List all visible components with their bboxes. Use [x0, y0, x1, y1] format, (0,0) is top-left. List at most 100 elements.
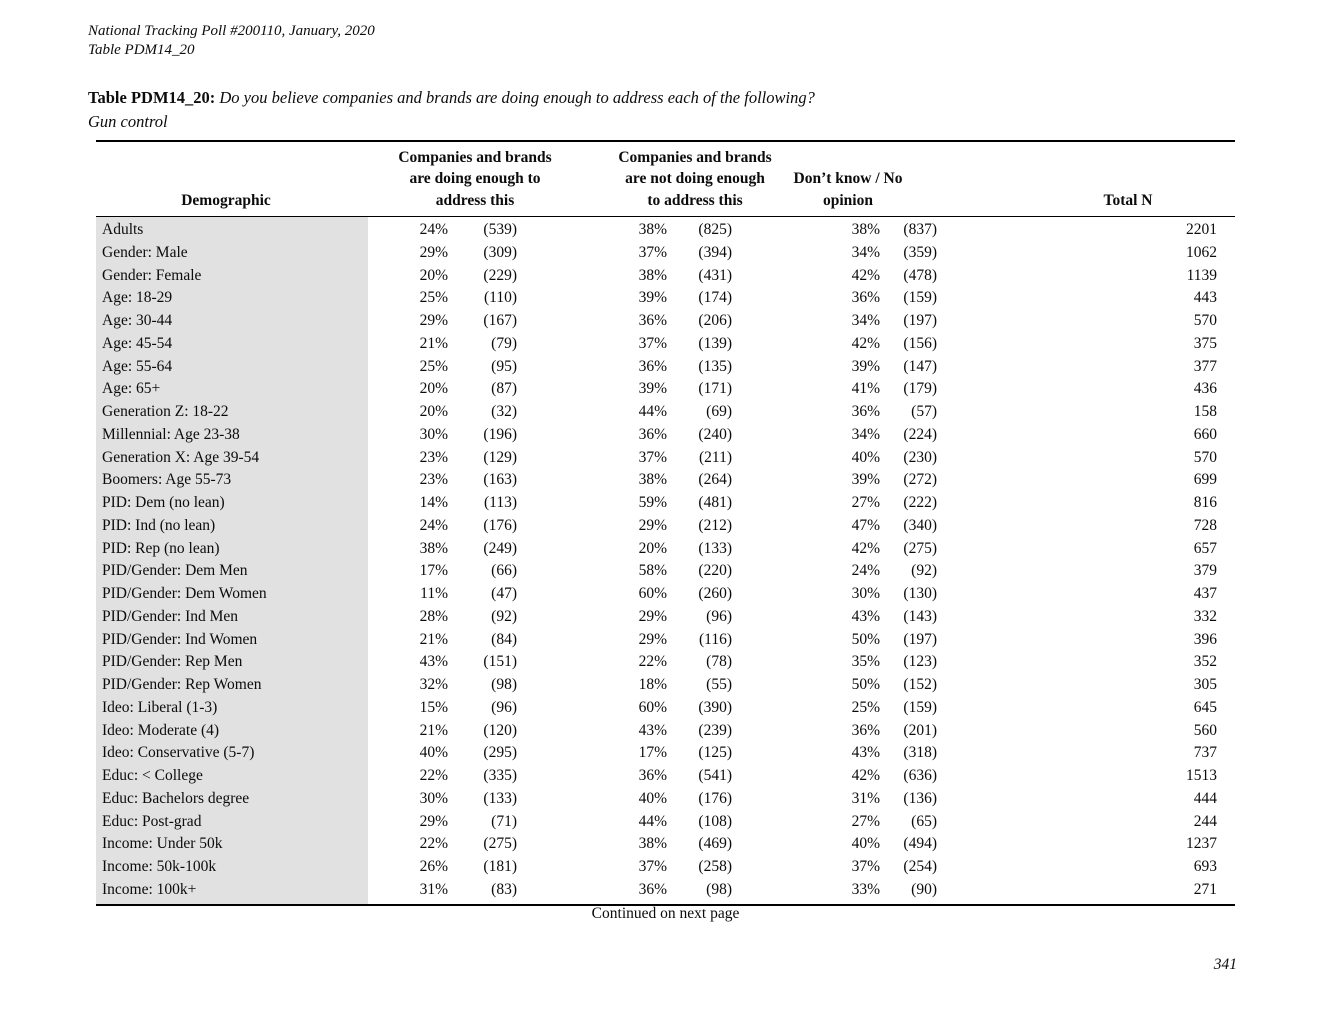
- cell-dont-know-pct: 38%: [851, 221, 880, 238]
- cell-demographic: Income: 100k+: [102, 880, 197, 898]
- cell-dont-know-pct: 42%: [851, 266, 880, 284]
- cell-dont-know-n: (156): [903, 334, 937, 352]
- table-title: Table PDM14_20: Do you believe companies…: [88, 88, 815, 108]
- cell-dont-know-n: (136): [903, 789, 937, 807]
- cell-dont-know-n: (57): [911, 403, 937, 420]
- column-header-demographic: Demographic: [181, 191, 271, 209]
- table-row: Ideo: Liberal (1-3) 15% (96) 60% (390) 2…: [96, 697, 1235, 720]
- cell-total-n: 693: [1193, 858, 1217, 875]
- cell-demographic: Age: 55-64: [102, 357, 173, 375]
- table-row: PID/Gender: Ind Women 21% (84) 29% (116)…: [96, 629, 1235, 652]
- cell-not-doing-enough-n: (239): [698, 721, 732, 739]
- table-row: PID/Gender: Ind Men 28% (92) 29% (96) 43…: [96, 606, 1235, 629]
- cell-doing-enough-pct: 17%: [419, 562, 448, 580]
- cell-dont-know-n: (272): [903, 471, 937, 489]
- table-row: Generation Z: 18-22 20% (32) 44% (69) 36…: [96, 401, 1235, 424]
- cell-demographic: PID/Gender: Rep Women: [102, 676, 262, 693]
- cell-demographic: Gender: Female: [102, 266, 202, 284]
- cell-doing-enough-n: (113): [484, 494, 517, 511]
- cell-demographic: Gender: Male: [102, 243, 188, 261]
- cell-total-n: 657: [1193, 539, 1217, 557]
- cell-not-doing-enough-n: (212): [698, 516, 732, 534]
- cell-dont-know-pct: 42%: [851, 334, 880, 352]
- cell-total-n: 271: [1193, 880, 1217, 898]
- cell-not-doing-enough-pct: 58%: [638, 562, 667, 580]
- cell-dont-know-pct: 43%: [851, 607, 880, 625]
- cell-doing-enough-n: (110): [484, 289, 517, 307]
- cell-total-n: 1062: [1186, 243, 1217, 261]
- cell-dont-know-pct: 34%: [851, 243, 880, 261]
- cell-dont-know-n: (494): [903, 835, 937, 853]
- table-row: Age: 65+ 20% (87) 39% (171) 41% (179) 43…: [96, 378, 1235, 401]
- cell-dont-know-n: (359): [903, 243, 937, 261]
- cell-not-doing-enough-n: (431): [698, 266, 732, 284]
- cell-total-n: 645: [1193, 698, 1217, 716]
- cell-doing-enough-pct: 30%: [419, 425, 448, 443]
- cell-not-doing-enough-n: (176): [698, 789, 732, 807]
- cell-not-doing-enough-n: (174): [698, 289, 732, 307]
- continued-note: Continued on next page: [591, 905, 740, 922]
- cell-dont-know-pct: 42%: [851, 539, 880, 557]
- cell-dont-know-n: (254): [903, 858, 937, 875]
- cell-doing-enough-pct: 14%: [419, 494, 448, 511]
- cell-dont-know-n: (159): [903, 698, 937, 716]
- cell-dont-know-pct: 27%: [851, 494, 880, 511]
- cell-dont-know-pct: 24%: [851, 562, 880, 580]
- cell-doing-enough-n: (129): [483, 448, 517, 466]
- cell-not-doing-enough-n: (171): [698, 380, 732, 398]
- cell-dont-know-pct: 30%: [851, 585, 880, 602]
- cell-doing-enough-pct: 38%: [419, 539, 448, 557]
- cell-not-doing-enough-pct: 36%: [638, 357, 667, 375]
- cell-demographic: PID/Gender: Ind Men: [102, 607, 239, 625]
- cell-doing-enough-pct: 21%: [419, 630, 448, 648]
- cell-not-doing-enough-n: (108): [698, 812, 732, 830]
- cell-dont-know-pct: 36%: [851, 289, 880, 307]
- cell-doing-enough-n: (335): [483, 767, 517, 784]
- cell-total-n: 560: [1193, 721, 1217, 739]
- cell-demographic: Educ: < College: [102, 767, 203, 784]
- cell-dont-know-pct: 40%: [851, 448, 880, 466]
- cell-doing-enough-pct: 43%: [419, 653, 448, 671]
- cell-not-doing-enough-n: (125): [698, 744, 732, 762]
- table-subtitle: Gun control: [88, 112, 168, 131]
- cell-dont-know-n: (130): [903, 585, 937, 602]
- cell-not-doing-enough-pct: 20%: [638, 539, 667, 557]
- table-row: Income: 50k-100k 26% (181) 37% (258) 37%…: [96, 856, 1235, 879]
- cell-demographic: Millennial: Age 23-38: [102, 425, 240, 443]
- cell-doing-enough-n: (181): [483, 858, 517, 875]
- cell-not-doing-enough-pct: 40%: [638, 789, 667, 807]
- cell-dont-know-n: (123): [903, 653, 937, 671]
- cell-demographic: PID: Dem (no lean): [102, 494, 225, 511]
- cell-doing-enough-pct: 24%: [419, 221, 448, 238]
- cell-not-doing-enough-n: (258): [698, 858, 732, 875]
- cell-not-doing-enough-n: (240): [698, 425, 732, 443]
- cell-not-doing-enough-pct: 38%: [638, 835, 667, 853]
- cell-not-doing-enough-pct: 44%: [638, 812, 667, 830]
- cell-doing-enough-pct: 23%: [419, 471, 448, 489]
- cell-doing-enough-pct: 22%: [419, 767, 448, 784]
- cell-not-doing-enough-n: (206): [698, 312, 732, 329]
- cell-dont-know-n: (340): [903, 516, 937, 534]
- cell-total-n: 379: [1193, 562, 1217, 580]
- cell-not-doing-enough-n: (260): [698, 585, 732, 602]
- cell-doing-enough-n: (295): [483, 744, 517, 762]
- cell-demographic: Age: 65+: [102, 380, 161, 398]
- table-row: Educ: Bachelors degree 30% (133) 40% (17…: [96, 788, 1235, 811]
- cell-doing-enough-pct: 29%: [419, 243, 448, 261]
- cell-doing-enough-n: (84): [491, 630, 517, 648]
- cell-not-doing-enough-pct: 22%: [638, 653, 667, 671]
- cell-not-doing-enough-n: (481): [698, 494, 732, 511]
- cell-doing-enough-n: (275): [483, 835, 517, 853]
- cell-doing-enough-pct: 26%: [419, 858, 448, 875]
- table-row: Age: 30-44 29% (167) 36% (206) 34% (197)…: [96, 310, 1235, 333]
- cell-demographic: Ideo: Liberal (1-3): [102, 698, 218, 716]
- cell-total-n: 352: [1193, 653, 1217, 671]
- cell-not-doing-enough-pct: 37%: [638, 448, 667, 466]
- cell-total-n: 305: [1193, 676, 1217, 693]
- cell-doing-enough-n: (176): [483, 516, 517, 534]
- cell-not-doing-enough-n: (394): [698, 243, 732, 261]
- cell-not-doing-enough-n: (98): [706, 880, 732, 898]
- cell-not-doing-enough-pct: 37%: [638, 858, 667, 875]
- cell-total-n: 660: [1193, 425, 1217, 443]
